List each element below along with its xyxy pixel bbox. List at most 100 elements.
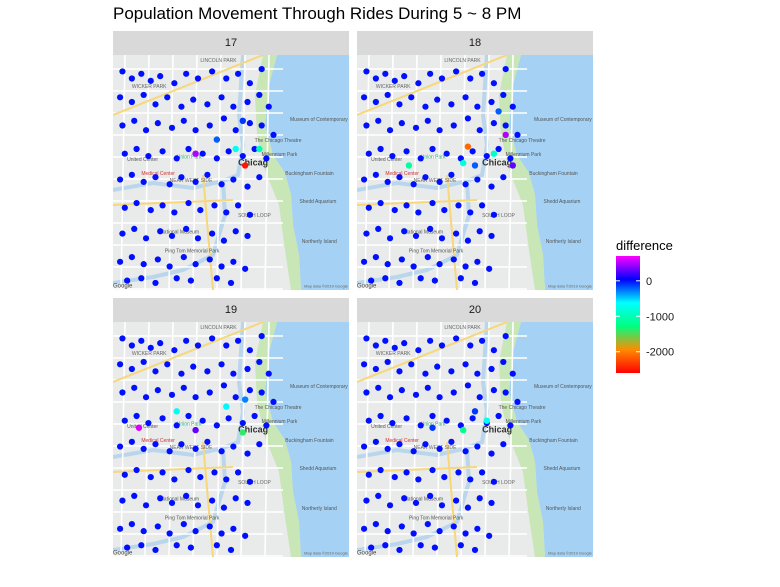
highway [113,322,264,383]
station-point [230,443,237,450]
station-point [386,394,394,401]
station-point [133,145,140,153]
map-label: National Museum [160,230,199,236]
station-point [486,532,493,539]
station-point [121,417,128,424]
station-point [391,344,398,351]
street-line [508,322,514,557]
station-point [427,492,434,499]
station-point [455,469,462,476]
station-point-highlight [502,131,509,139]
station-point-highlight [173,408,180,415]
station-point [244,499,251,507]
station-point [384,358,391,366]
highway [113,199,234,206]
station-point [116,94,124,101]
station-point [464,504,472,511]
station-point [246,478,253,485]
lake-michigan [509,322,593,557]
station-point [157,495,164,502]
station-point [372,254,379,261]
station-point [476,495,483,502]
station-point [199,417,206,424]
station-point [386,127,394,134]
highway [357,199,478,206]
station-point [159,469,166,476]
station-point [450,523,457,530]
station-point [422,103,429,110]
station-point [154,387,161,394]
station-point [192,528,199,535]
station-point [173,542,180,549]
station-point [386,235,394,242]
station-point [424,254,431,261]
map-panel: Chicag Union Park Medical Center Buckingham… [357,55,593,290]
highway [357,322,508,383]
station-point [244,232,251,240]
station-point [436,127,443,134]
station-point [401,228,408,235]
street-line [436,55,442,290]
map-label: Museum of Contemporary Art [290,384,349,390]
legend-tick-label: -2000 [646,347,674,359]
station-point-highlight [429,424,436,431]
station-point [375,225,382,232]
station-point-highlight [241,162,249,169]
station-point [417,542,424,549]
station-point [246,80,253,87]
map-label: Ping Tom Memorial Park [409,515,464,521]
station-point [363,335,370,342]
street-line [412,55,418,290]
station-point [192,127,199,134]
station-point [509,370,516,377]
map-label: United Center [371,424,402,430]
station-point [427,337,434,344]
station-point [246,347,253,354]
station-point [507,422,514,429]
station-point [490,120,497,127]
station-point [116,443,124,450]
station-point [220,504,228,511]
highway [113,466,234,473]
station-point [140,91,147,99]
station-point [500,174,507,181]
map-label: Medical Center [385,171,419,177]
station-point [436,528,443,535]
station-point-highlight [405,162,413,169]
street-line [484,322,490,557]
station-point [450,256,457,263]
station-point [116,176,124,183]
station-point [138,542,145,549]
station-point [166,530,173,537]
lakefront-park [255,322,301,557]
station-point [384,528,391,535]
station-point [424,117,431,124]
street-line [508,55,514,290]
street-line [412,322,418,557]
station-point [230,370,237,377]
map-label: Museum of Contemporary Art [534,117,593,123]
station-point [427,225,434,232]
station-point [365,417,372,424]
station-point [401,73,408,80]
map-label: Shedd Aquarium [543,199,580,205]
station-point [422,441,429,448]
station-point [152,441,159,448]
map-label: United Center [127,157,158,163]
station-point-highlight [192,150,199,157]
station-point [478,337,486,344]
station-point [412,232,420,240]
station-point [218,361,225,368]
station-point [180,117,187,124]
station-point [417,422,424,429]
station-point [462,448,469,455]
station-point [422,370,429,377]
station-point-highlight [135,424,143,431]
station-point [377,412,384,420]
station-point [187,544,194,551]
station-point [258,66,265,73]
street-line [388,55,394,290]
station-point [138,70,145,77]
map-label: Museum of Contemporary Art [290,117,349,123]
station-point [453,230,460,237]
